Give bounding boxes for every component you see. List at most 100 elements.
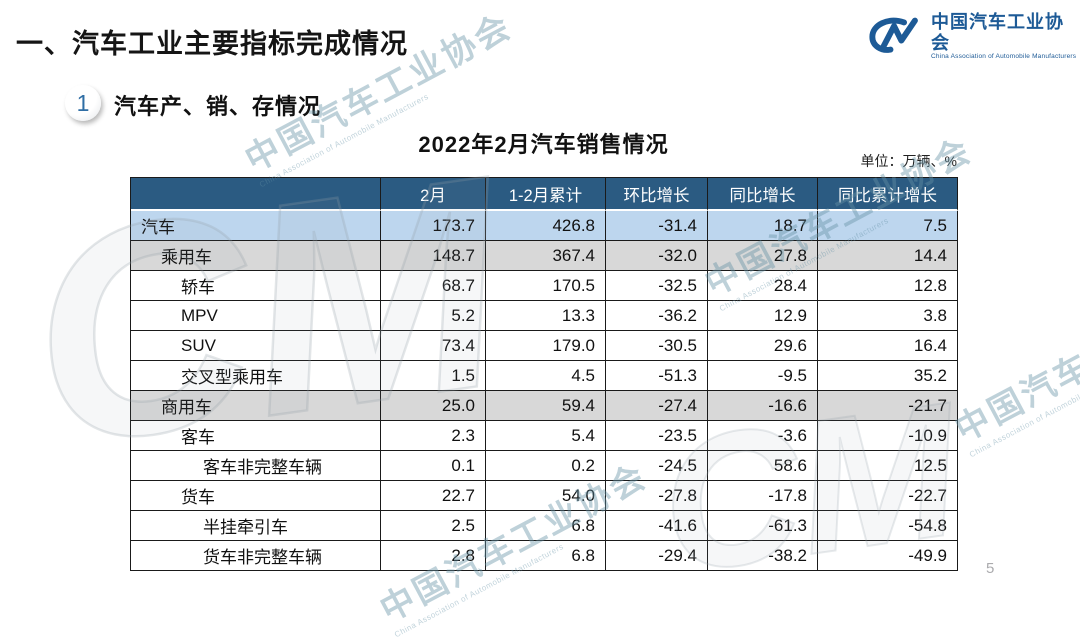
value-cell: 22.7 <box>381 481 486 511</box>
column-header: 1-2月累计 <box>486 178 606 211</box>
table-row: 半挂牵引车 2.5 6.8 -41.6 -61.3 -54.8 <box>131 511 958 541</box>
value-cell: 2.3 <box>381 421 486 451</box>
table-row: 商用车 25.0 59.4 -27.4 -16.6 -21.7 <box>131 391 958 421</box>
table-row: 汽车 173.7 426.8 -31.4 18.7 7.5 <box>131 211 958 241</box>
value-cell: 16.4 <box>818 331 958 361</box>
row-label: 交叉型乘用车 <box>131 361 381 391</box>
row-label: SUV <box>131 331 381 361</box>
value-cell: -41.6 <box>606 511 708 541</box>
value-cell: 7.5 <box>818 211 958 241</box>
value-cell: -54.8 <box>818 511 958 541</box>
value-cell: 2.5 <box>381 511 486 541</box>
value-cell: -23.5 <box>606 421 708 451</box>
value-cell: -3.6 <box>708 421 818 451</box>
table-row: 轿车 68.7 170.5 -32.5 28.4 12.8 <box>131 271 958 301</box>
value-cell: 27.8 <box>708 241 818 271</box>
value-cell: 12.5 <box>818 451 958 481</box>
value-cell: -22.7 <box>818 481 958 511</box>
row-label: 汽车 <box>131 211 381 241</box>
value-cell: 12.8 <box>818 271 958 301</box>
value-cell: 6.8 <box>486 541 606 571</box>
column-header: 同比累计增长 <box>818 178 958 211</box>
table-row: 客车 2.3 5.4 -23.5 -3.6 -10.9 <box>131 421 958 451</box>
value-cell: -51.3 <box>606 361 708 391</box>
table-row: 货车非完整车辆 2.8 6.8 -29.4 -38.2 -49.9 <box>131 541 958 571</box>
value-cell: 18.7 <box>708 211 818 241</box>
row-label: 货车非完整车辆 <box>131 541 381 571</box>
value-cell: 0.2 <box>486 451 606 481</box>
caam-logo-name-en: China Association of Automobile Manufact… <box>931 53 1077 61</box>
value-cell: -32.5 <box>606 271 708 301</box>
value-cell: 4.5 <box>486 361 606 391</box>
row-label: 乘用车 <box>131 241 381 271</box>
row-label: 半挂牵引车 <box>131 511 381 541</box>
column-header <box>131 178 381 211</box>
row-label: 商用车 <box>131 391 381 421</box>
caam-logo-name-cn: 中国汽车工业协会 <box>931 12 1064 53</box>
row-label: 客车非完整车辆 <box>131 451 381 481</box>
value-cell: -29.4 <box>606 541 708 571</box>
value-cell: 148.7 <box>381 241 486 271</box>
value-cell: 1.5 <box>381 361 486 391</box>
caam-logo-text: 中国汽车工业协会 China Association of Automobile… <box>931 12 1080 61</box>
row-label: 货车 <box>131 481 381 511</box>
value-cell: 58.6 <box>708 451 818 481</box>
value-cell: -10.9 <box>818 421 958 451</box>
value-cell: -38.2 <box>708 541 818 571</box>
value-cell: -21.7 <box>818 391 958 421</box>
table-row: 货车 22.7 54.0 -27.8 -17.8 -22.7 <box>131 481 958 511</box>
page-number: 5 <box>986 560 995 577</box>
caam-logo: 中国汽车工业协会 China Association of Automobile… <box>866 12 1080 61</box>
value-cell: 0.1 <box>381 451 486 481</box>
value-cell: 179.0 <box>486 331 606 361</box>
table-title: 2022年2月汽车销售情况 <box>418 132 669 157</box>
table-row: SUV 73.4 179.0 -30.5 29.6 16.4 <box>131 331 958 361</box>
sales-table: 2月 1-2月累计 环比增长 同比增长 同比累计增长 汽车 173.7 426.8 -31.4… <box>130 177 958 571</box>
value-cell: 25.0 <box>381 391 486 421</box>
value-cell: 29.6 <box>708 331 818 361</box>
value-cell: 59.4 <box>486 391 606 421</box>
value-cell: 28.4 <box>708 271 818 301</box>
value-cell: -27.4 <box>606 391 708 421</box>
caam-logo-icon <box>866 15 924 57</box>
table-body: 汽车 173.7 426.8 -31.4 18.7 7.5 乘用车 148.7 367.4 -32… <box>131 211 958 571</box>
watermark-cn-text: 中国汽车工业协会 <box>949 276 1080 450</box>
value-cell: -27.8 <box>606 481 708 511</box>
watermark-en-text: China Association of Automobile Manufact… <box>968 362 1080 460</box>
value-cell: -49.9 <box>818 541 958 571</box>
table-row: 客车非完整车辆 0.1 0.2 -24.5 58.6 12.5 <box>131 451 958 481</box>
value-cell: -17.8 <box>708 481 818 511</box>
value-cell: 6.8 <box>486 511 606 541</box>
table-row: 乘用车 148.7 367.4 -32.0 27.8 14.4 <box>131 241 958 271</box>
value-cell: -9.5 <box>708 361 818 391</box>
value-cell: 54.0 <box>486 481 606 511</box>
value-cell: -32.0 <box>606 241 708 271</box>
value-cell: 2.8 <box>381 541 486 571</box>
value-cell: 73.4 <box>381 331 486 361</box>
value-cell: 35.2 <box>818 361 958 391</box>
value-cell: -16.6 <box>708 391 818 421</box>
row-label: 客车 <box>131 421 381 451</box>
value-cell: -30.5 <box>606 331 708 361</box>
value-cell: 426.8 <box>486 211 606 241</box>
table-row: 交叉型乘用车 1.5 4.5 -51.3 -9.5 35.2 <box>131 361 958 391</box>
value-cell: 173.7 <box>381 211 486 241</box>
value-cell: 13.3 <box>486 301 606 331</box>
value-cell: 5.4 <box>486 421 606 451</box>
column-header: 环比增长 <box>606 178 708 211</box>
value-cell: 68.7 <box>381 271 486 301</box>
row-label: MPV <box>131 301 381 331</box>
value-cell: 14.4 <box>818 241 958 271</box>
value-cell: 367.4 <box>486 241 606 271</box>
table-header-row: 2月 1-2月累计 环比增长 同比增长 同比累计增长 <box>131 178 958 211</box>
value-cell: 3.8 <box>818 301 958 331</box>
unit-label: 单位：万辆、% <box>860 153 957 169</box>
value-cell: -24.5 <box>606 451 708 481</box>
value-cell: -31.4 <box>606 211 708 241</box>
value-cell: 5.2 <box>381 301 486 331</box>
column-header: 2月 <box>381 178 486 211</box>
column-header: 同比增长 <box>708 178 818 211</box>
value-cell: 12.9 <box>708 301 818 331</box>
value-cell: 170.5 <box>486 271 606 301</box>
section-title: 汽车产、销、存情况 <box>114 94 322 119</box>
